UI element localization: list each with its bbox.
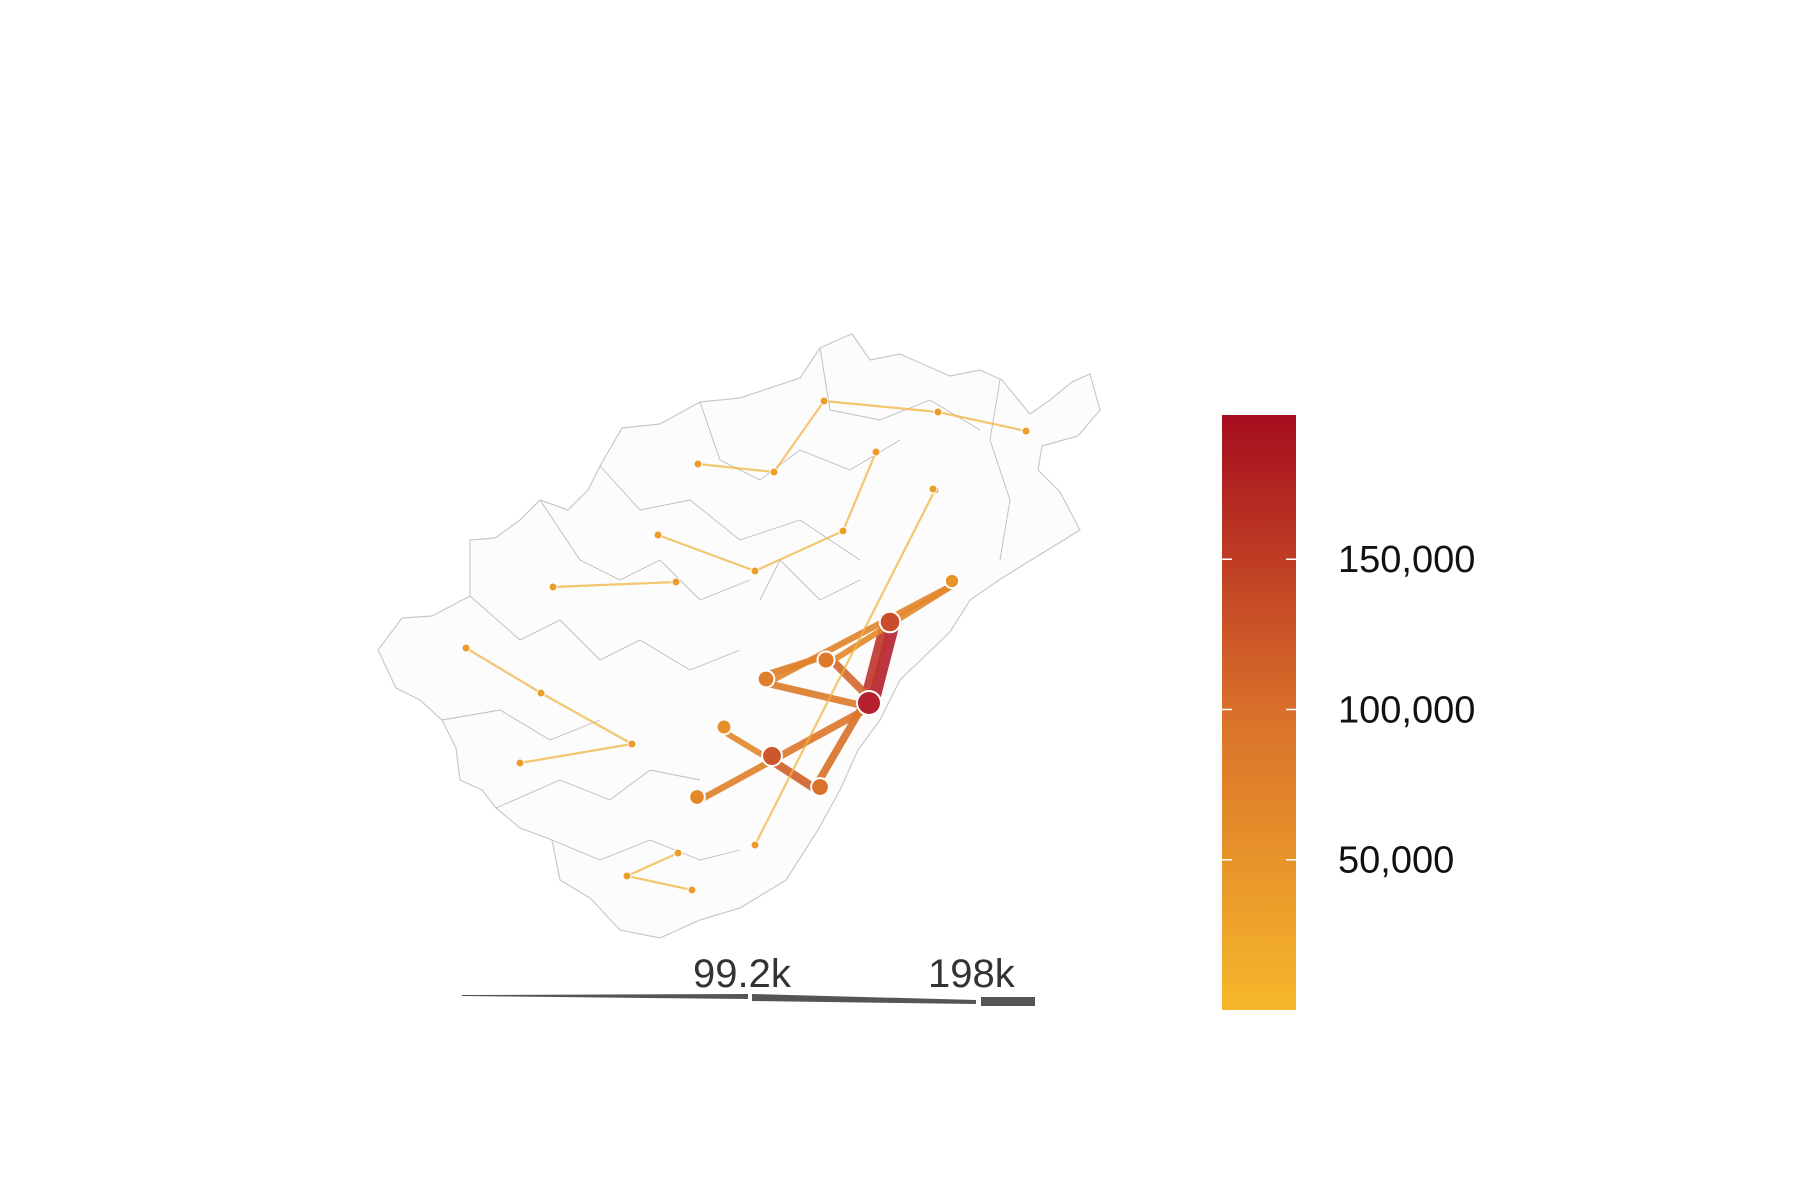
width-legend: 99.2k 198k [462,952,1035,1006]
node-minor [515,758,525,768]
flow-line [867,621,900,706]
node-hub [756,669,776,689]
color-legend: 150,000 100,000 50,000 [1222,415,1475,1010]
flow-line-minor [754,529,844,573]
node-minor [693,459,703,469]
node-minor [933,407,943,417]
flow-line-minor [823,399,939,414]
node-hub [878,610,902,634]
node-minor [687,885,697,895]
node-minor [627,739,637,749]
color-legend-label: 100,000 [1338,689,1475,731]
color-legend-label: 150,000 [1338,539,1475,581]
node-minor [769,467,779,477]
flow-line-minor [519,742,633,765]
flow-line-minor [552,580,677,589]
node-hub [856,690,882,716]
flow-line-minor [841,451,878,532]
width-legend-wedge-1 [462,994,748,999]
width-legend-label-2: 198k [928,952,1016,996]
width-legend-wedge-2 [752,994,976,1004]
node-minor [750,566,760,576]
nodes [461,396,1031,895]
node-minor [622,871,632,881]
flow-line [697,756,776,804]
flow-line [764,679,869,711]
color-legend-bar [1222,415,1296,1010]
flow-line-minor [657,533,756,573]
width-legend-label-1: 99.2k [693,952,792,996]
node-minor [750,840,760,850]
node-minor [838,526,848,536]
node-hub [715,718,733,736]
flow-line-minor [697,462,775,474]
flow-line-minor [626,874,693,892]
flow-line-minor [540,692,633,745]
flow-line [859,619,892,704]
node-hub [943,572,961,590]
node-minor [819,396,829,406]
flow-line-minor [626,851,679,878]
node-minor [536,688,546,698]
node-minor [1021,426,1031,436]
node-hub [816,650,836,670]
flow-line-minor [937,410,1027,433]
node-minor [461,643,471,653]
width-legend-wedge-3 [981,997,1035,1006]
node-hub [761,745,783,767]
node-minor [871,447,881,457]
node-hub [810,777,830,797]
node-minor [548,582,558,592]
flow-line-minor [754,489,936,846]
flow-line [772,703,873,763]
node-minor [928,484,938,494]
node-minor [671,577,681,587]
flow-line-minor [465,647,542,694]
flow-line-minor [773,400,825,473]
color-legend-label: 50,000 [1338,840,1454,882]
node-minor [653,530,663,540]
node-minor [673,848,683,858]
node-hub [688,788,706,806]
